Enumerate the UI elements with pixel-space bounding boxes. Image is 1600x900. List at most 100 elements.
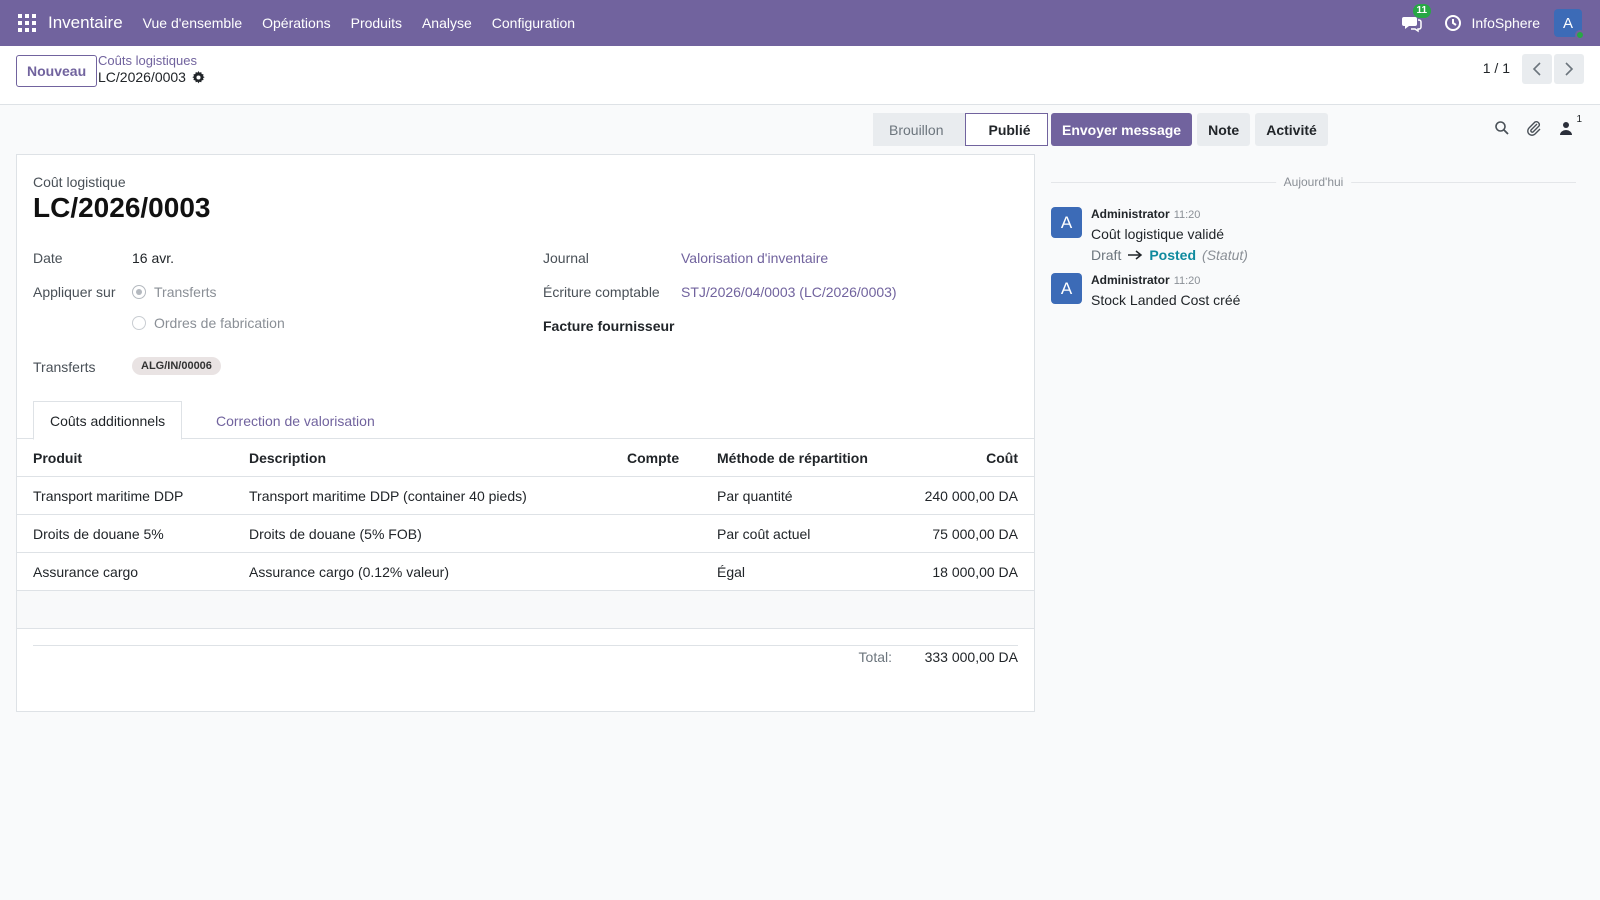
radio-transfers[interactable]: Transferts xyxy=(132,284,217,300)
cell-split-method: Par quantité xyxy=(717,488,793,504)
log-note-button[interactable]: Note xyxy=(1197,113,1251,146)
menu-analyse[interactable]: Analyse xyxy=(421,15,472,31)
followers-icon[interactable]: 1 xyxy=(1558,114,1582,138)
chatter-message: A Administrator 11:20 Coût logistique val… xyxy=(1051,207,1571,265)
radio-manufacturing-label: Ordres de fabrication xyxy=(154,315,285,331)
table-header-row: Produit Description Compte Méthode de ré… xyxy=(17,439,1034,477)
header-account[interactable]: Compte xyxy=(627,450,680,466)
notebook-tabs: Coûts additionnels Correction de valoris… xyxy=(17,401,1034,440)
header-product[interactable]: Produit xyxy=(33,450,82,466)
arrow-right-icon xyxy=(1128,250,1143,260)
tab-additional-costs[interactable]: Coûts additionnels xyxy=(33,401,183,440)
date-label: Date xyxy=(33,250,63,266)
journal-entry-link[interactable]: STJ/2026/04/0003 (LC/2026/0003) xyxy=(681,284,897,300)
transfer-tag[interactable]: ALG/IN/00006 xyxy=(132,357,221,375)
cell-cost: 18 000,00 DA xyxy=(932,564,1018,580)
record-name-text: LC/2026/0003 xyxy=(98,69,186,85)
radio-unchecked-icon xyxy=(132,316,146,330)
menu-configuration[interactable]: Configuration xyxy=(491,15,576,31)
cell-cost: 75 000,00 DA xyxy=(932,526,1018,542)
message-body: Coût logistique validé xyxy=(1091,226,1225,242)
radio-manufacturing-orders[interactable]: Ordres de fabrication xyxy=(132,315,285,331)
cost-lines-table: Produit Description Compte Méthode de ré… xyxy=(17,439,1034,629)
stage-posted[interactable]: Publié xyxy=(965,113,1048,146)
apps-menu-icon[interactable] xyxy=(18,14,36,32)
cell-cost: 240 000,00 DA xyxy=(924,488,1018,504)
menu-produits[interactable]: Produits xyxy=(350,15,402,31)
header-split-method[interactable]: Méthode de répartition xyxy=(717,450,868,466)
header-cost[interactable]: Coût xyxy=(986,450,1018,466)
chatter-message: A Administrator 11:20 Stock Landed Cost c… xyxy=(1051,273,1571,313)
tab-valuation-adjustments[interactable]: Correction de valorisation xyxy=(216,412,375,429)
author-name: Administrator xyxy=(1091,273,1170,287)
total-label: Total: xyxy=(858,649,892,665)
journal-link[interactable]: Valorisation d'inventaire xyxy=(681,250,829,266)
cell-product: Transport maritime DDP xyxy=(33,488,184,504)
search-icon[interactable] xyxy=(1494,120,1512,138)
author-avatar[interactable]: A xyxy=(1051,207,1082,238)
cell-split-method: Égal xyxy=(717,564,746,580)
cell-description: Assurance cargo (0.12% valeur) xyxy=(249,564,449,580)
table-row[interactable]: Droits de douane 5% Droits de douane (5%… xyxy=(17,515,1034,553)
message-author[interactable]: Administrator 11:20 xyxy=(1091,207,1200,221)
online-status-dot xyxy=(1575,30,1585,40)
messages-icon[interactable]: 11 xyxy=(1401,4,1432,33)
table-row[interactable]: Transport maritime DDP Transport maritim… xyxy=(17,477,1034,515)
radio-transfers-label: Transferts xyxy=(154,284,217,300)
date-value[interactable]: 16 avr. xyxy=(132,250,175,266)
chatter-icons: 1 xyxy=(1494,114,1582,138)
app-name[interactable]: Inventaire xyxy=(48,13,123,32)
gear-icon[interactable] xyxy=(192,70,205,84)
vendor-bill-label: Facture fournisseur xyxy=(543,318,675,334)
apply-on-label: Appliquer sur xyxy=(33,284,116,300)
journal-label: Journal xyxy=(543,250,589,266)
cell-description: Droits de douane (5% FOB) xyxy=(249,526,422,542)
cell-product: Droits de douane 5% xyxy=(33,526,164,542)
tracking-change: Draft Posted (Statut) xyxy=(1091,247,1248,263)
menu-operations[interactable]: Opérations xyxy=(262,15,331,31)
pager-value[interactable]: 1 / 1 xyxy=(1482,60,1510,76)
pager-previous-button[interactable] xyxy=(1522,54,1552,84)
control-panel: Nouveau Coûts logistiques LC/2026/0003 1… xyxy=(0,46,1600,105)
table-empty-row[interactable] xyxy=(17,591,1034,629)
stage-draft[interactable]: Brouillon xyxy=(873,113,966,146)
cell-split-method: Par coût actuel xyxy=(717,526,811,542)
transfers-label: Transferts xyxy=(33,359,96,375)
user-avatar[interactable]: A xyxy=(1554,9,1585,40)
day-separator-label: Aujourd'hui xyxy=(1275,175,1352,189)
day-separator: Aujourd'hui xyxy=(1051,172,1576,192)
messages-count-badge: 11 xyxy=(1412,4,1432,18)
paperclip-icon[interactable] xyxy=(1526,120,1544,138)
company-switcher[interactable]: InfoSphere xyxy=(1471,15,1541,31)
activity-clock-icon[interactable] xyxy=(1444,14,1462,32)
cell-description: Transport maritime DDP (container 40 pie… xyxy=(249,488,527,504)
new-value: Posted xyxy=(1149,247,1197,263)
followers-count: 1 xyxy=(1576,114,1582,125)
chevron-right-icon xyxy=(1565,62,1574,76)
header-description[interactable]: Description xyxy=(249,450,327,466)
pager-next-button[interactable] xyxy=(1554,54,1584,84)
menu-vue-ensemble[interactable]: Vue d'ensemble xyxy=(142,15,243,31)
message-body: Stock Landed Cost créé xyxy=(1091,292,1241,308)
radio-checked-icon xyxy=(132,285,146,299)
author-name: Administrator xyxy=(1091,207,1170,221)
record-type-label: Coût logistique xyxy=(33,174,126,190)
message-time: 11:20 xyxy=(1173,209,1201,221)
total-divider xyxy=(33,645,1018,646)
form-sheet: Coût logistique LC/2026/0003 Date 16 avr… xyxy=(16,154,1035,712)
author-avatar[interactable]: A xyxy=(1051,273,1082,304)
user-initial: A xyxy=(1562,14,1573,32)
activity-button[interactable]: Activité xyxy=(1255,113,1328,146)
send-message-button[interactable]: Envoyer message xyxy=(1051,113,1193,146)
journal-entry-label: Écriture comptable xyxy=(543,284,660,300)
new-button[interactable]: Nouveau xyxy=(16,55,98,87)
chevron-left-icon xyxy=(1532,62,1541,76)
chatter-toolbar: Envoyer message Note Activité xyxy=(1051,113,1328,146)
record-title: LC/2026/0003 xyxy=(33,192,211,223)
tracked-field-name: (Statut) xyxy=(1202,247,1248,263)
message-author[interactable]: Administrator 11:20 xyxy=(1091,273,1200,287)
breadcrumb[interactable]: Coûts logistiques xyxy=(98,53,197,68)
status-bar: Brouillon Publié xyxy=(873,113,1048,146)
table-row[interactable]: Assurance cargo Assurance cargo (0.12% v… xyxy=(17,553,1034,591)
top-navbar: Inventaire Vue d'ensemble Opérations Pro… xyxy=(0,0,1600,46)
